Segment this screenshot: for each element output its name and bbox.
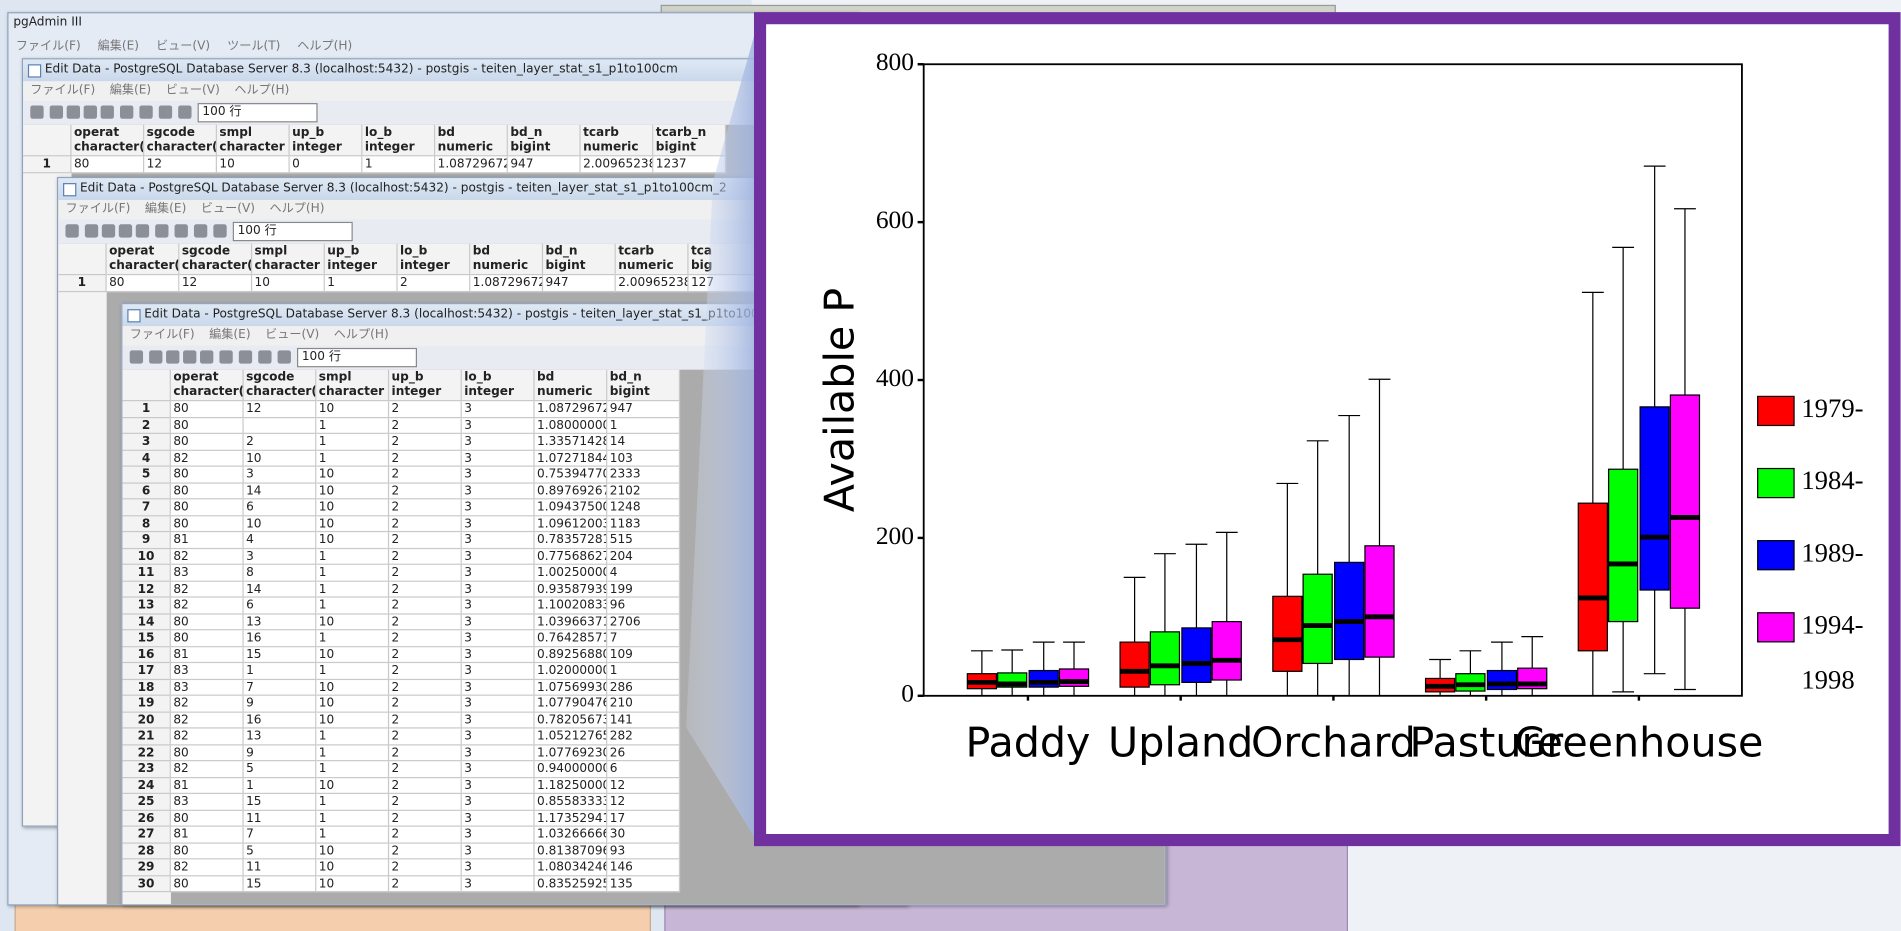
chart-panel	[760, 18, 1895, 840]
box	[1182, 628, 1211, 682]
y-tick-label: 600	[876, 205, 914, 234]
callout-wedge	[686, 36, 754, 836]
y-tick-label: 200	[876, 521, 914, 550]
x-tick-label: Paddy	[965, 719, 1090, 767]
y-tick-label: 0	[901, 679, 914, 708]
y-tick-label: 400	[876, 363, 914, 392]
box	[1335, 562, 1364, 659]
box	[1303, 574, 1332, 663]
legend-label: 1984-	[1801, 465, 1863, 495]
legend-label: 1989-	[1801, 537, 1863, 567]
x-tick-label: Orchard	[1251, 719, 1416, 767]
y-axis-label: Available P	[815, 288, 863, 512]
legend-swatch	[1758, 613, 1794, 642]
y-tick-label: 800	[876, 47, 914, 76]
box	[1365, 546, 1394, 657]
box	[1120, 642, 1149, 687]
legend-label: 1979-	[1801, 393, 1863, 423]
box	[1150, 632, 1179, 685]
legend-note: 1998	[1801, 665, 1854, 695]
legend-swatch	[1758, 396, 1794, 425]
box	[1212, 622, 1241, 680]
box	[1609, 469, 1638, 621]
legend-swatch	[1758, 469, 1794, 498]
x-tick-label: Upland	[1108, 719, 1253, 767]
box	[1273, 596, 1302, 671]
box	[1670, 395, 1699, 608]
legend-swatch	[1758, 541, 1794, 570]
x-tick-label: Greenhouse	[1514, 719, 1763, 767]
box	[1487, 671, 1516, 690]
box	[1640, 407, 1669, 590]
legend-label: 1994-	[1801, 609, 1863, 639]
screen: pgAdmin III ファイル(F)編集(E)ビュー(V)ツール(T)ヘルプ(…	[0, 0, 1901, 931]
box	[1578, 503, 1607, 651]
chart-overlay: Available P 0 200 400 600 800 Paddy UplandOrch…	[0, 0, 1901, 931]
